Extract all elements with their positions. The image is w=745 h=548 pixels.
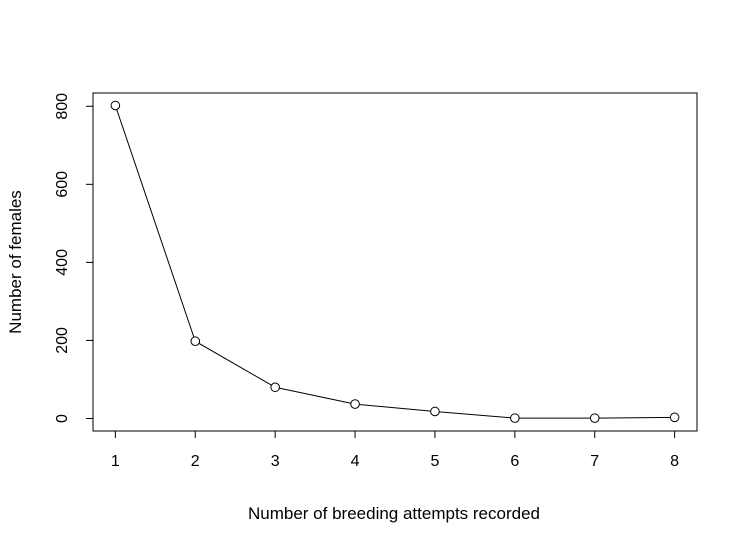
series-line [114, 105, 675, 419]
y-tick-label: 200 [54, 327, 71, 354]
x-tick-label: 4 [351, 453, 360, 470]
x-tick-label: 2 [191, 453, 200, 470]
data-point [510, 413, 520, 423]
y-tick-label: 600 [54, 171, 71, 198]
x-tick-label: 5 [430, 453, 439, 470]
y-tick-label: 800 [54, 93, 71, 120]
y-tick-label: 400 [54, 249, 71, 276]
x-tick-label: 8 [670, 453, 679, 470]
x-tick-label: 1 [111, 453, 120, 470]
x-axis: 1 2 3 4 5 6 7 8 [111, 430, 679, 470]
data-point [589, 413, 600, 423]
x-axis-label: Number of breeding attempts recorded [248, 504, 540, 523]
x-tick-label: 7 [590, 453, 599, 470]
plot-frame [92, 92, 698, 432]
x-tick-label: 6 [510, 453, 519, 470]
data-points [110, 100, 680, 423]
data-point [430, 406, 440, 417]
y-tick-label: 0 [54, 414, 71, 423]
x-tick-label: 3 [271, 453, 280, 470]
y-axis-label: Number of females [6, 190, 25, 334]
data-point [110, 100, 121, 111]
y-axis: 0 200 400 600 800 [54, 93, 94, 423]
data-point [350, 399, 360, 409]
data-point [190, 336, 201, 347]
data-point [270, 382, 280, 393]
data-point [669, 412, 680, 423]
